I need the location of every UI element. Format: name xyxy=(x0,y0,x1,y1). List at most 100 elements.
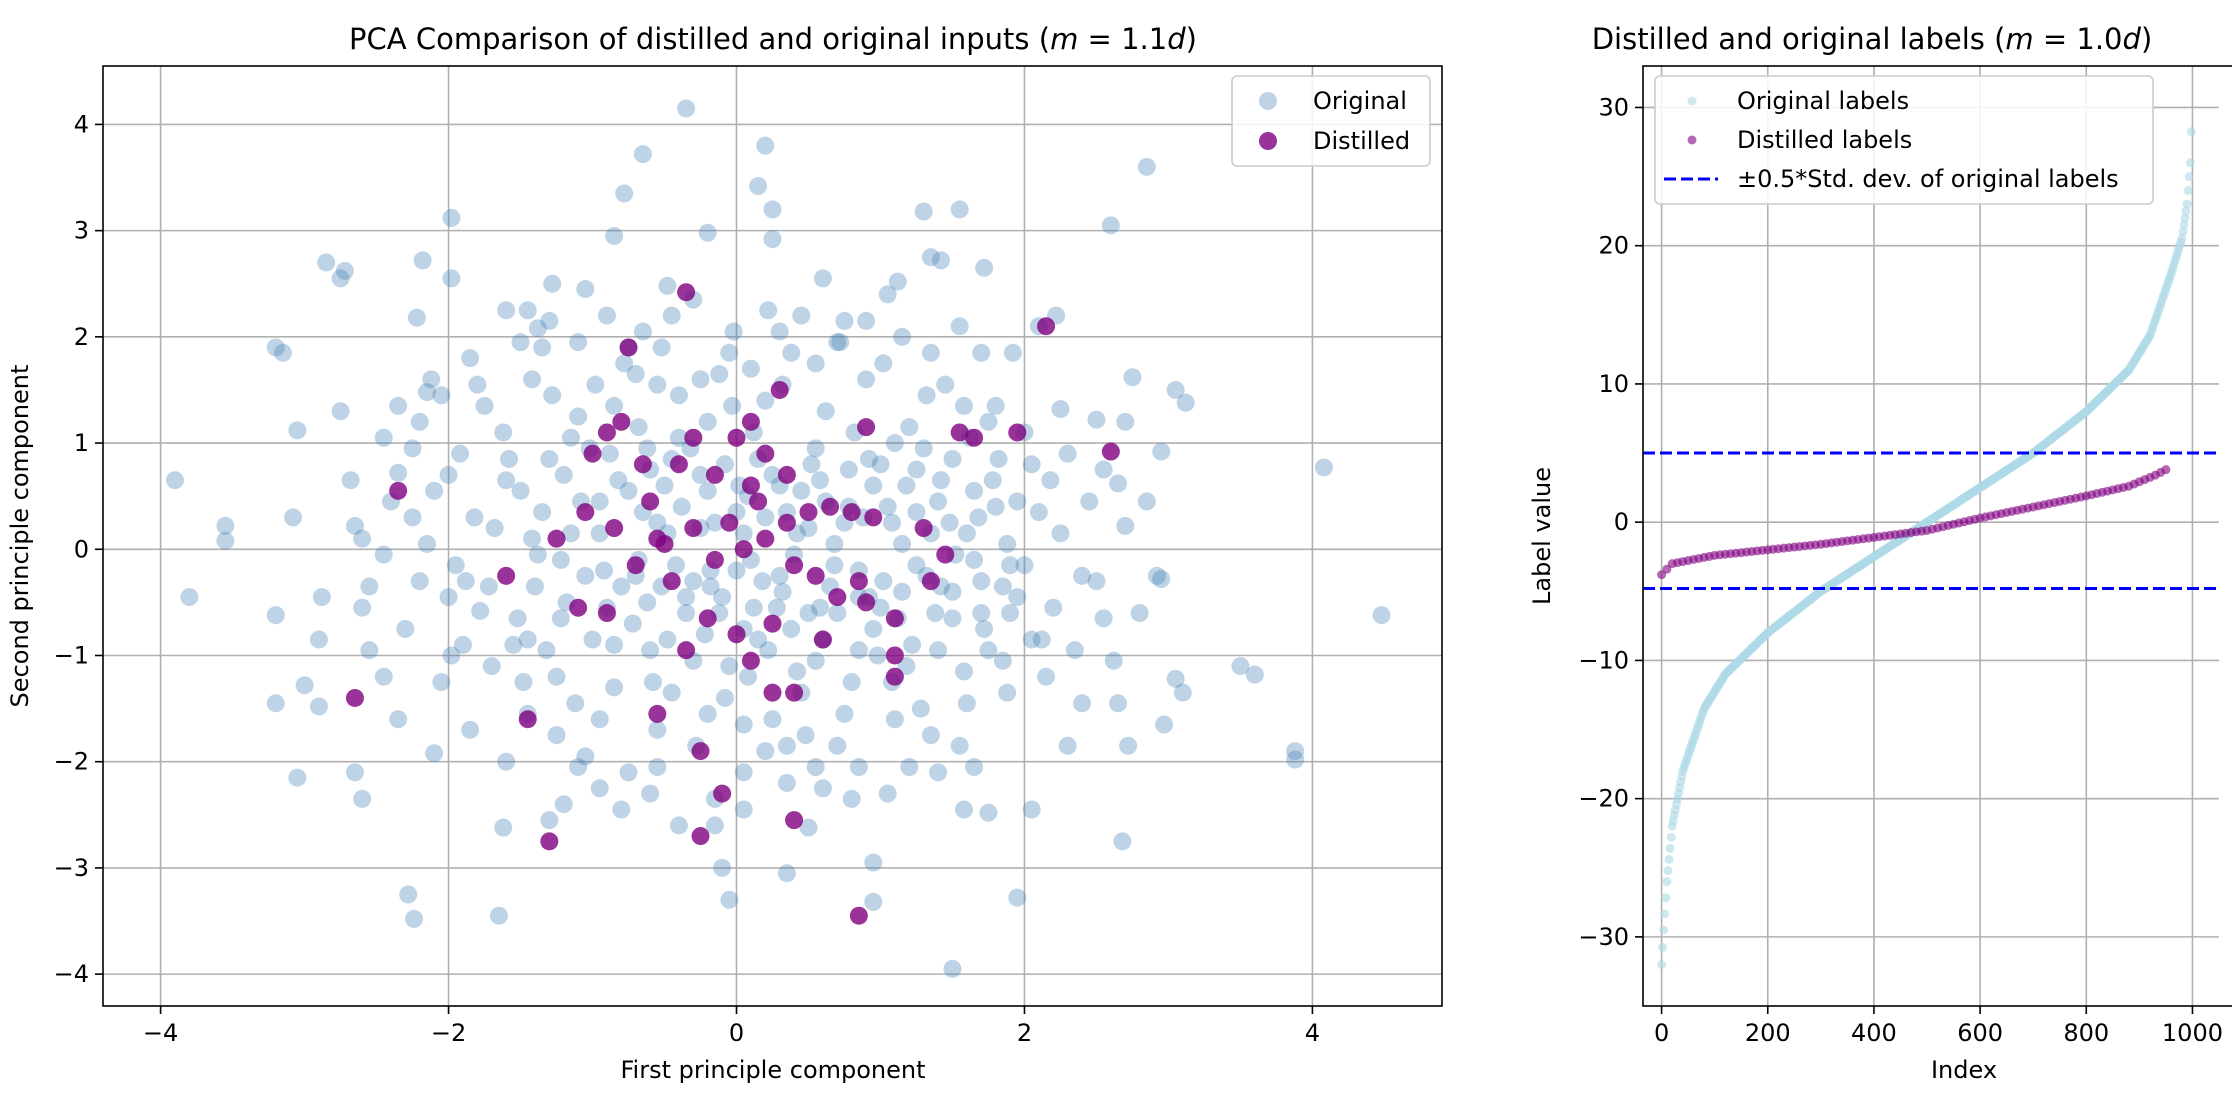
distilled-point xyxy=(813,630,832,649)
original-point xyxy=(312,588,331,607)
labels-plot-frame xyxy=(1642,65,2232,1007)
original-point xyxy=(1022,630,1041,649)
original-label-point xyxy=(2184,172,2194,182)
distilled-point xyxy=(885,609,904,628)
original-point xyxy=(792,306,811,325)
original-point xyxy=(497,471,516,490)
pca-y-tick-label: 3 xyxy=(74,217,89,245)
original-point xyxy=(705,816,724,835)
original-point xyxy=(965,550,984,569)
original-point xyxy=(554,465,573,484)
original-point xyxy=(782,619,801,638)
labels-x-tick-label: 600 xyxy=(1957,1019,2003,1047)
original-point xyxy=(698,223,717,242)
original-point xyxy=(825,556,844,575)
original-point xyxy=(331,269,350,288)
pca-y-tick-label: −2 xyxy=(54,748,89,776)
original-point xyxy=(583,630,602,649)
original-point xyxy=(500,449,519,468)
distilled-labels-points xyxy=(1657,465,2171,580)
distilled-point xyxy=(641,492,660,511)
std-dev-lines xyxy=(1643,451,2219,591)
original-point xyxy=(615,354,634,373)
original-point xyxy=(266,338,285,357)
original-point xyxy=(494,818,513,837)
original-point xyxy=(825,534,844,553)
original-point xyxy=(921,726,940,745)
distilled-point xyxy=(626,556,645,575)
original-point xyxy=(331,402,350,421)
pca-x-tick-label: −2 xyxy=(431,1019,466,1047)
original-label-point xyxy=(1658,942,1668,952)
original-point xyxy=(986,497,1005,516)
original-point xyxy=(943,609,962,628)
original-point xyxy=(698,412,717,431)
distilled-point xyxy=(677,641,696,660)
original-label-point xyxy=(2183,185,2193,195)
original-point xyxy=(615,184,634,203)
original-point xyxy=(857,370,876,389)
original-point xyxy=(389,710,408,729)
distilled-point xyxy=(1008,423,1027,442)
original-point xyxy=(1137,492,1156,511)
original-point xyxy=(605,396,624,415)
original-labels-points xyxy=(1657,127,2196,970)
original-point xyxy=(684,572,703,591)
original-point xyxy=(792,481,811,500)
distilled-point xyxy=(662,572,681,591)
original-label-point xyxy=(1661,893,1671,903)
original-point xyxy=(811,471,830,490)
original-point xyxy=(407,308,426,327)
original-label-point xyxy=(2180,213,2190,223)
original-point xyxy=(537,641,556,660)
original-point xyxy=(1109,474,1128,493)
original-point xyxy=(439,588,458,607)
original-point xyxy=(878,285,897,304)
original-point xyxy=(216,531,235,550)
distilled-point xyxy=(540,832,559,851)
original-point xyxy=(787,662,806,681)
original-point xyxy=(417,534,436,553)
original-point xyxy=(360,641,379,660)
original-point xyxy=(1152,442,1171,461)
original-point xyxy=(353,529,372,548)
original-point xyxy=(561,428,580,447)
original-point xyxy=(828,736,847,755)
original-point xyxy=(897,657,916,676)
pca-ticks: −4 −2 0 2 4 −4 −3 −2 −1 0 1 2 3 4 xyxy=(54,110,1320,1047)
original-point xyxy=(165,471,184,490)
original-point xyxy=(929,763,948,782)
original-point xyxy=(979,803,998,822)
original-point xyxy=(540,311,559,330)
distilled-point xyxy=(849,572,868,591)
original-point xyxy=(989,449,1008,468)
original-point xyxy=(658,276,677,295)
original-point xyxy=(295,676,314,695)
distilled-point xyxy=(965,428,984,447)
original-point xyxy=(439,465,458,484)
original-point xyxy=(662,683,681,702)
legend-distilled-marker xyxy=(1259,132,1277,150)
original-label-point xyxy=(2181,206,2191,216)
original-point xyxy=(917,386,936,405)
original-point xyxy=(432,673,451,692)
original-point xyxy=(216,516,235,535)
original-point xyxy=(1231,657,1250,676)
distilled-point xyxy=(806,566,825,585)
original-point xyxy=(514,673,533,692)
original-point xyxy=(734,763,753,782)
distilled-point xyxy=(583,444,602,463)
pca-x-tick-label: −4 xyxy=(143,1019,178,1047)
original-point xyxy=(461,349,480,368)
original-point xyxy=(1109,694,1128,713)
distilled-point xyxy=(785,556,804,575)
original-point xyxy=(1008,492,1027,511)
distilled-point xyxy=(597,604,616,623)
original-point xyxy=(1080,492,1099,511)
original-point xyxy=(1087,572,1106,591)
original-point xyxy=(943,582,962,601)
original-label-point xyxy=(1665,843,1675,853)
original-point xyxy=(893,582,912,601)
original-point xyxy=(442,646,461,665)
original-point xyxy=(900,418,919,437)
